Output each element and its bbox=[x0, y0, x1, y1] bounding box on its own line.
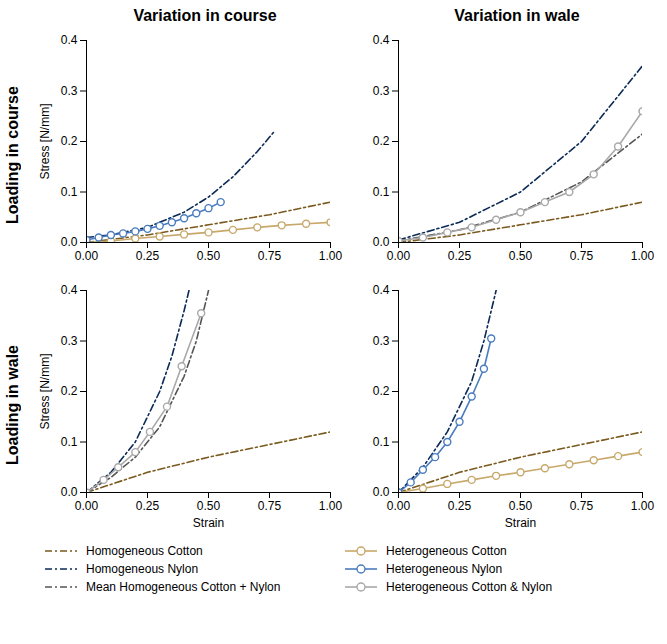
svg-text:0.2: 0.2 bbox=[373, 384, 390, 398]
svg-text:0.25: 0.25 bbox=[136, 499, 160, 513]
svg-text:0.4: 0.4 bbox=[61, 33, 78, 47]
svg-text:0.00: 0.00 bbox=[387, 499, 411, 513]
html-text:Heterogeneous Nylon: Heterogeneous Nylon bbox=[386, 562, 503, 576]
svg-text:0.4: 0.4 bbox=[373, 283, 390, 297]
svg-text:Stress [N/mm]: Stress [N/mm] bbox=[38, 103, 52, 179]
html-text:Mean Homogeneous Cotton + Nylo: Mean Homogeneous Cotton + Nylon bbox=[86, 580, 281, 594]
svg-text:0.0: 0.0 bbox=[373, 235, 390, 249]
svg-text:Strain: Strain bbox=[505, 516, 536, 530]
svg-text:0.00: 0.00 bbox=[75, 499, 99, 513]
svg-text:0.75: 0.75 bbox=[258, 499, 282, 513]
svg-text:0.50: 0.50 bbox=[197, 499, 221, 513]
html-text:Heterogeneous Cotton & Nylon: Heterogeneous Cotton & Nylon bbox=[386, 580, 553, 594]
svg-text:0.1: 0.1 bbox=[61, 435, 78, 449]
svg-text:0.4: 0.4 bbox=[61, 283, 78, 297]
svg-text:0.00: 0.00 bbox=[75, 249, 99, 263]
svg-text:0.00: 0.00 bbox=[387, 249, 411, 263]
html-text:Heterogeneous Cotton: Heterogeneous Cotton bbox=[386, 544, 507, 558]
svg-text:0.1: 0.1 bbox=[373, 185, 390, 199]
html-text:Variation in wale: Variation in wale bbox=[454, 7, 580, 24]
svg-text:0.50: 0.50 bbox=[197, 249, 221, 263]
svg-text:0.0: 0.0 bbox=[61, 485, 78, 499]
html-text:Variation in course: Variation in course bbox=[133, 7, 277, 24]
svg-text:0.3: 0.3 bbox=[61, 334, 78, 348]
html-text:Loading in wale: Loading in wale bbox=[4, 345, 21, 465]
html-text:Homogeneous Cotton: Homogeneous Cotton bbox=[86, 544, 203, 558]
svg-text:1.00: 1.00 bbox=[319, 249, 343, 263]
svg-text:0.50: 0.50 bbox=[509, 499, 533, 513]
svg-text:0.0: 0.0 bbox=[373, 485, 390, 499]
svg-text:0.2: 0.2 bbox=[373, 134, 390, 148]
svg-text:0.25: 0.25 bbox=[448, 249, 472, 263]
svg-text:0.0: 0.0 bbox=[61, 235, 78, 249]
svg-text:0.1: 0.1 bbox=[61, 185, 78, 199]
svg-text:0.1: 0.1 bbox=[373, 435, 390, 449]
svg-text:0.3: 0.3 bbox=[373, 334, 390, 348]
svg-text:0.2: 0.2 bbox=[61, 384, 78, 398]
svg-text:1.00: 1.00 bbox=[631, 499, 655, 513]
svg-text:Stress [N/mm]: Stress [N/mm] bbox=[38, 353, 52, 429]
svg-text:1.00: 1.00 bbox=[631, 249, 655, 263]
svg-text:0.3: 0.3 bbox=[61, 84, 78, 98]
svg-text:0.3: 0.3 bbox=[373, 84, 390, 98]
html-text:Loading in course: Loading in course bbox=[4, 86, 21, 224]
svg-text:Strain: Strain bbox=[193, 516, 224, 530]
svg-text:0.2: 0.2 bbox=[61, 134, 78, 148]
svg-text:0.25: 0.25 bbox=[136, 249, 160, 263]
svg-text:0.75: 0.75 bbox=[258, 249, 282, 263]
svg-text:0.25: 0.25 bbox=[448, 499, 472, 513]
svg-text:0.75: 0.75 bbox=[570, 499, 594, 513]
svg-text:0.75: 0.75 bbox=[570, 249, 594, 263]
svg-text:0.4: 0.4 bbox=[373, 33, 390, 47]
svg-text:1.00: 1.00 bbox=[319, 499, 343, 513]
html-text:Homogeneous Nylon: Homogeneous Nylon bbox=[86, 562, 199, 576]
svg-text:0.50: 0.50 bbox=[509, 249, 533, 263]
